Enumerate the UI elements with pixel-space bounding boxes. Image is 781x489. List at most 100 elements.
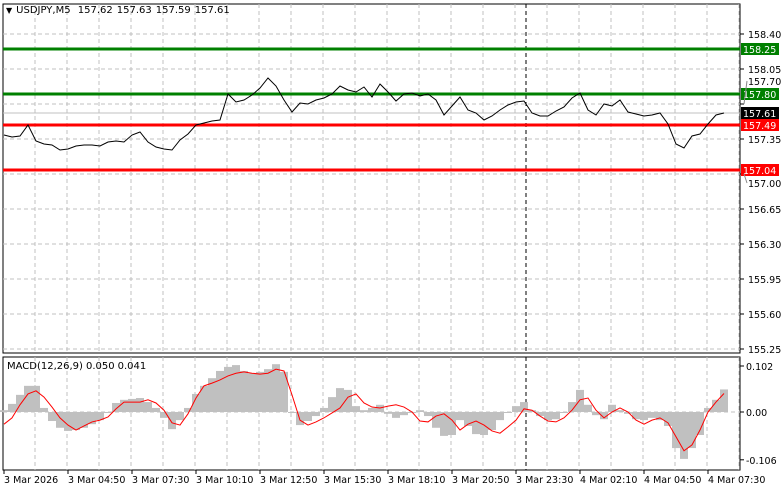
macd-histogram-bar [280, 371, 288, 412]
y-tick-label: 155.95 [748, 275, 781, 286]
macd-name: MACD(12,26,9) [7, 361, 83, 372]
macd-histogram-bar [8, 403, 16, 412]
macd-histogram-bar [664, 412, 672, 426]
macd-histogram-bar [424, 412, 432, 417]
x-tick-label: 3 Mar 18:10 [388, 475, 445, 486]
macd-histogram-bar [136, 398, 144, 412]
macd-histogram-bar [344, 389, 352, 412]
y-tick-label: 157.35 [748, 135, 781, 146]
macd-histogram-bar [80, 412, 88, 428]
macd-histogram-bar [680, 412, 688, 459]
macd-histogram-bar [720, 389, 728, 412]
x-tick-label: 4 Mar 02:10 [580, 475, 637, 486]
x-tick-label: 4 Mar 07:30 [708, 475, 765, 486]
macd-histogram-bar [464, 412, 472, 426]
macd-histogram-bar [632, 412, 640, 420]
macd-histogram-bar [152, 407, 160, 412]
macd-histogram-bar [328, 397, 336, 412]
macd-histogram-bar [32, 385, 40, 412]
macd-histogram-bar [64, 412, 72, 431]
macd-histogram-bar [552, 412, 560, 420]
x-tick-label: 3 Mar 12:50 [260, 475, 317, 486]
macd-histogram-bar [352, 406, 360, 412]
macd-histogram-bar [216, 370, 224, 412]
macd-histogram-bar [576, 389, 584, 412]
macd-y-tick-label: 0.00 [746, 408, 767, 419]
resistance-level-badge [741, 43, 779, 55]
macd-histogram-bar [248, 373, 256, 412]
macd-pane [2, 356, 741, 471]
macd-histogram-bar [256, 371, 264, 412]
macd-histogram-bar [584, 404, 592, 412]
main-pane [2, 3, 741, 354]
macd-histogram-bar [24, 385, 32, 412]
high-value: 157.63 [116, 5, 152, 16]
macd-histogram-bar [696, 412, 704, 436]
macd-histogram-bar [448, 412, 456, 436]
close-value: 157.61 [194, 5, 230, 16]
low-value: 157.59 [155, 5, 191, 16]
current-price-badge-label: 157.61 [743, 109, 776, 120]
support-level-badge [741, 164, 779, 176]
macd-histogram-bar [200, 385, 208, 412]
resistance-level-badge-label: 157.80 [743, 90, 776, 101]
macd-histogram-bar [456, 412, 464, 421]
macd-histogram-bar [360, 410, 368, 412]
macd-histogram-bar [432, 412, 440, 428]
macd-histogram-bar [624, 412, 632, 414]
x-tick-label: 3 Mar 10:10 [196, 475, 253, 486]
macd-histogram-bar [104, 412, 112, 413]
resistance-level-badge [741, 88, 779, 100]
macd-histogram-bar [544, 412, 552, 421]
chart-header: ▼ USDJPY,M5 157.62 157.63 157.59 157.61 [6, 5, 234, 16]
macd-histogram-bar [288, 412, 296, 413]
y-tick-label: 157.00 [748, 179, 781, 190]
macd-histogram-bar [272, 364, 280, 412]
macd-histogram-bar [224, 366, 232, 412]
macd-histogram-bar [504, 412, 512, 413]
macd-histogram-bar [672, 412, 680, 449]
macd-histogram-bar [600, 412, 608, 420]
macd-histogram-bar [616, 410, 624, 412]
macd-histogram-bar [656, 412, 664, 421]
macd-y-tick-label: -0.106 [746, 456, 777, 467]
y-tick-label: 156.30 [748, 240, 781, 251]
macd-histogram-bar [568, 402, 576, 412]
macd-histogram-bar [160, 412, 168, 418]
macd-histogram-bar [440, 412, 448, 436]
macd-histogram-bar [384, 412, 392, 414]
price-line [3, 77, 725, 151]
y-tick-label: 158.05 [748, 65, 781, 76]
macd-histogram-bar [704, 407, 712, 412]
macd-histogram-bar [48, 412, 56, 422]
macd-histogram-bar [320, 407, 328, 412]
macd-histogram-bar [0, 410, 8, 412]
x-tick-label: 4 Mar 04:50 [644, 475, 701, 486]
macd-histogram-bar [264, 369, 272, 412]
macd-histogram-bar [472, 412, 480, 435]
macd-histogram-bar [640, 412, 648, 421]
macd-histogram-bar [144, 402, 152, 412]
macd-histogram-bar [56, 412, 64, 428]
macd-histogram-bar [336, 388, 344, 412]
macd-histogram-bar [392, 412, 400, 418]
y-tick-label: 158.40 [748, 30, 781, 41]
macd-main-value: 0.050 [85, 361, 115, 372]
macd-histogram-bar [528, 410, 536, 412]
support-level-badge [741, 119, 779, 131]
macd-histogram-bar [608, 404, 616, 412]
macd-label: MACD(12,26,9) 0.050 0.041 [7, 361, 149, 372]
macd-histogram-bar [176, 412, 184, 421]
x-tick-label: 3 Mar 04:50 [68, 475, 125, 486]
x-tick-label: 3 Mar 07:30 [132, 475, 189, 486]
macd-histogram-bar [168, 412, 176, 430]
macd-y-tick-label: 0.102 [746, 362, 773, 373]
collapse-triangle-icon[interactable]: ▼ [6, 6, 13, 15]
y-tick-label: 156.65 [748, 205, 781, 216]
macd-histogram-bar [368, 407, 376, 412]
y-tick-leader [743, 80, 748, 105]
resistance-level-badge-label: 158.25 [743, 45, 776, 56]
current-price-badge [741, 107, 779, 119]
